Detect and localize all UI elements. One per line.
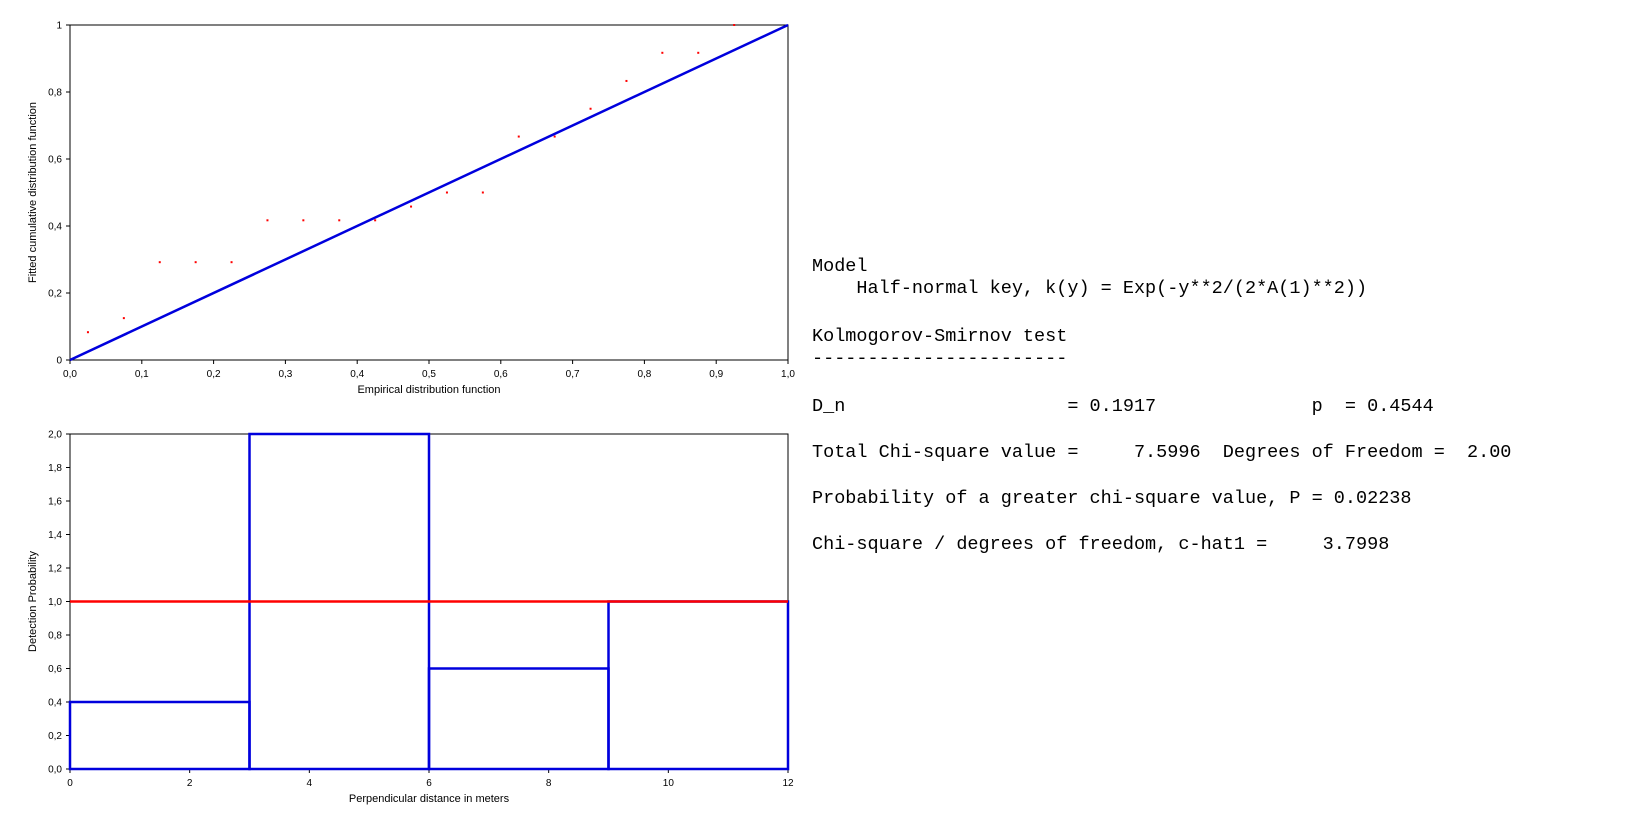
charts-area: 0,0 0,1 0,2 0,3 0,4 0,5 0,6 0,7 0,8 0,9 1,0 0 0,2 0,4…	[27, 21, 795, 806]
chart2-y-axis-title: Detection Probability	[27, 551, 39, 652]
chart2-y-tick-label: 1,0	[48, 597, 62, 608]
histogram-bar	[68, 700, 251, 771]
chart1-x-tick-label: 0,0	[63, 369, 77, 380]
data-point	[625, 79, 628, 82]
chart1-x-tick-label: 0,3	[278, 369, 292, 380]
data-point	[733, 24, 736, 26]
stats-line: Model	[812, 256, 868, 277]
chart1-y-tick-label: 0,6	[48, 155, 62, 166]
chart1-y-tick-label: 0,8	[48, 88, 62, 99]
data-point	[302, 219, 305, 222]
data-point	[661, 51, 664, 54]
chart2-x-tick-label: 6	[426, 778, 432, 789]
data-point	[517, 135, 520, 138]
data-point	[158, 261, 161, 264]
chart1-y-tick-label: 0,4	[48, 222, 62, 233]
data-point	[410, 205, 413, 208]
chart1-x-tick-label: 0,1	[135, 369, 149, 380]
chart2-y-tick-label: 2,0	[48, 430, 62, 441]
chart1-x-tick-label: 0,9	[709, 369, 723, 380]
data-point	[338, 219, 341, 222]
stats-line: -----------------------	[812, 348, 1068, 369]
reference-line	[69, 23, 789, 362]
chart1-y-axis-title: Fitted cumulative distribution function	[27, 102, 39, 283]
chart1-x-tick-label: 0,2	[207, 369, 221, 380]
stats-line: D_n = 0.1917 p = 0.4544	[812, 396, 1434, 417]
stats-line: Chi-square / degrees of freedom, c-hat1 …	[812, 534, 1390, 555]
chart1-y-tick-label: 0,2	[48, 289, 62, 300]
chart2-y-tick-label: 0,4	[48, 698, 62, 709]
chart2-x-axis-title: Perpendicular distance in meters	[349, 793, 510, 805]
chart2-y-tick-label: 1,6	[48, 497, 62, 508]
chart2-x-tick-label: 10	[663, 778, 675, 789]
chart1-y-tick-label: 0	[56, 356, 62, 367]
stats-line: Probability of a greater chi-square valu…	[812, 488, 1412, 509]
chart1-x-tick-label: 0,7	[566, 369, 580, 380]
chart2-y-tick-label: 0,8	[48, 631, 62, 642]
data-point	[230, 261, 233, 264]
data-point	[122, 317, 125, 320]
data-point	[481, 191, 484, 194]
chart1-x-tick-label: 0,5	[422, 369, 436, 380]
histogram-bar	[427, 667, 610, 771]
data-point	[266, 219, 269, 222]
data-point	[194, 261, 197, 264]
histogram-bar	[607, 600, 790, 771]
data-point	[589, 107, 592, 110]
chart2-y-tick-label: 1,8	[48, 463, 62, 474]
chart1-x-tick-label: 1,0	[781, 369, 795, 380]
chart2-x-tick-label: 2	[187, 778, 193, 789]
chart2-x-tick-label: 12	[782, 778, 794, 789]
chart2-y-tick-label: 0,2	[48, 731, 62, 742]
chart2-y-tick-label: 1,2	[48, 564, 62, 575]
chart2-y-tick-label: 0,0	[48, 765, 62, 776]
stats-line: Half-normal key, k(y) = Exp(-y**2/(2*A(1…	[812, 278, 1368, 299]
data-point	[697, 51, 700, 54]
chart2-x-tick-label: 4	[307, 778, 313, 789]
data-point	[86, 331, 89, 334]
stats-line: Kolmogorov-Smirnov test	[812, 326, 1068, 347]
chart2-y-tick-label: 0,6	[48, 664, 62, 675]
chart2-y-tick-label: 1,4	[48, 530, 62, 541]
chart1-x-tick-label: 0,8	[637, 369, 651, 380]
data-point	[445, 191, 448, 194]
chart1-x-tick-label: 0,6	[494, 369, 508, 380]
chart2-x-tick-label: 0	[67, 778, 73, 789]
chart1-x-axis-title: Empirical distribution function	[357, 384, 500, 396]
chart2-x-tick-label: 8	[546, 778, 552, 789]
chart1-y-tick-label: 1	[56, 21, 62, 32]
data-point	[374, 219, 377, 222]
stats-line: Total Chi-square value = 7.5996 Degrees …	[812, 442, 1512, 463]
chart1-x-tick-label: 0,4	[350, 369, 364, 380]
data-point	[553, 135, 556, 138]
